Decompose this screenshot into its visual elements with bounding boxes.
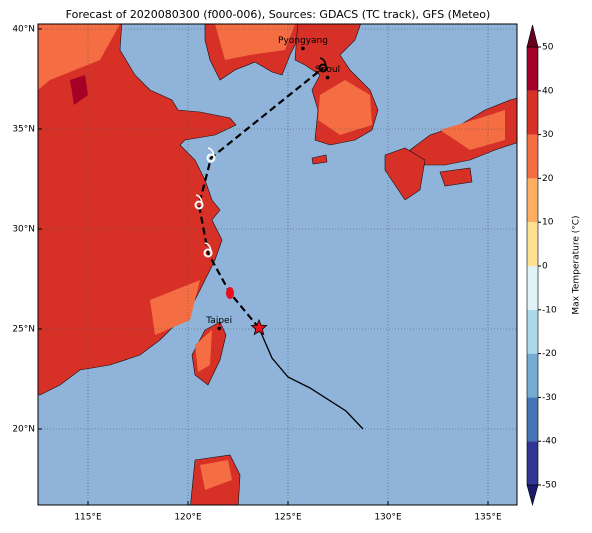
warm-patch: [215, 24, 295, 60]
colorbar-tick-label: 50: [542, 43, 554, 53]
colorbar-tick-label: 30: [542, 130, 554, 140]
y-tick-label: 25°N: [12, 325, 35, 335]
warm-patch: [38, 24, 120, 90]
storm-eye: [194, 200, 204, 210]
colorbar-tick-label: -50: [542, 481, 557, 491]
colorbar-tick-label: 20: [542, 174, 554, 184]
y-tick-label: 35°N: [12, 125, 35, 135]
storm-eye: [203, 248, 213, 258]
storm-tail: [204, 242, 212, 252]
x-tick-label: 130°E: [374, 513, 402, 523]
y-tick-label: 30°N: [12, 225, 35, 235]
colorbar-tick-label: -40: [542, 437, 557, 447]
x-tick-label: 125°E: [274, 513, 302, 523]
storm-symbol: [194, 194, 204, 210]
forecast-track: [197, 67, 324, 329]
city-label: Taipei: [205, 316, 232, 326]
land: [38, 24, 517, 505]
x-tick-label: 120°E: [174, 513, 202, 523]
colorbar-band: [527, 47, 538, 91]
city-dot: [325, 75, 330, 80]
current-position: [250, 318, 268, 336]
colorbar-tick-label: 40: [542, 86, 554, 96]
colorbar-tick-label: -30: [542, 393, 557, 403]
colorbar-extend-low: [526, 484, 539, 507]
y-tick-label: 20°N: [12, 425, 35, 435]
observed-track: [258, 327, 364, 430]
y-tick-label: 40°N: [12, 25, 35, 35]
storm-symbol: [206, 147, 216, 163]
colorbar-tick-label: 10: [542, 218, 554, 228]
colorbar-tick-label: 0: [542, 262, 548, 272]
jeju: [311, 154, 328, 165]
storm-symbol: [318, 57, 328, 73]
colorbar-label: Max Temperature (°C): [572, 215, 582, 314]
colorbar-band: [527, 222, 538, 266]
colorbar-band: [527, 441, 538, 485]
city-dot: [217, 326, 221, 331]
colorbar-band: [527, 309, 538, 354]
x-tick-label: 115°E: [74, 513, 102, 523]
colorbar-band: [527, 353, 538, 398]
city-dot: [301, 46, 305, 51]
storm-symbol: [203, 242, 213, 258]
colorbar-tick-label: -20: [542, 349, 557, 359]
storm-eye: [318, 63, 328, 73]
colorbar-band: [527, 266, 538, 310]
city-label: Seoul: [315, 65, 340, 75]
x-tick-label: 135°E: [474, 513, 502, 523]
storm-tail: [207, 147, 215, 157]
map-title: Forecast of 2020080300 (f000-006), Sourc…: [66, 8, 491, 21]
warm-patch: [150, 280, 200, 335]
colorbar-band: [527, 134, 538, 179]
warm-patch: [440, 110, 505, 150]
map-frame: [37, 23, 518, 506]
city-label: Pyongyang: [278, 36, 328, 46]
storm-tail: [195, 194, 203, 204]
colorbar-tick-label: -10: [542, 305, 557, 315]
storm-tail: [319, 57, 327, 67]
warm-patch: [200, 460, 232, 490]
warm-patch: [195, 330, 212, 372]
forecast-point: [226, 287, 234, 299]
kyushu: [384, 147, 426, 201]
storm-eye: [206, 153, 216, 163]
hot-patch: [70, 75, 88, 105]
colorbar-band: [527, 90, 538, 135]
colorbar-band: [527, 397, 538, 442]
colorbar-band: [527, 178, 538, 223]
warm-patch: [318, 80, 372, 135]
shikoku: [439, 167, 473, 187]
colorbar-extend-high: [526, 24, 539, 48]
